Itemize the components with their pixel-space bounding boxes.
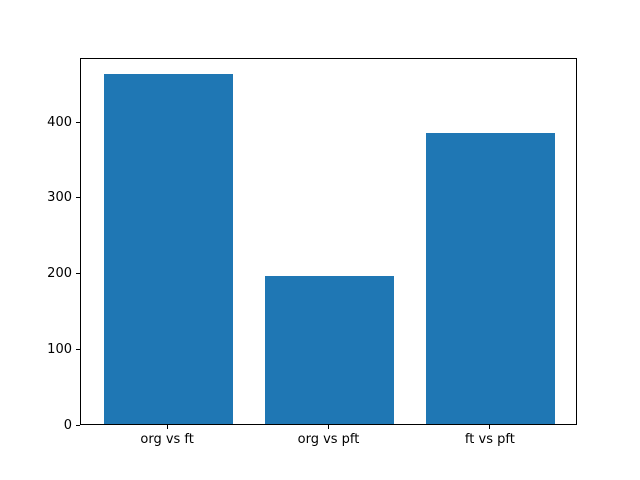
y-tick-mark: [76, 197, 80, 199]
bar-ft-vs-pft: [426, 132, 556, 424]
x-tick-label: ft vs pft: [464, 432, 515, 447]
bar-org-vs-ft: [103, 74, 233, 424]
x-tick-mark: [328, 425, 329, 429]
y-tick-label: 0: [63, 417, 72, 433]
y-tick-mark: [76, 273, 80, 275]
y-tick-label: 200: [47, 266, 72, 282]
y-tick-label: 100: [47, 341, 72, 357]
y-tick-mark: [76, 121, 80, 123]
y-tick-label: 300: [47, 190, 72, 206]
x-tick-mark: [489, 425, 491, 429]
bar-org-vs-pft: [264, 275, 395, 424]
y-tick-mark: [76, 348, 80, 350]
x-tick-label: org vs ft: [140, 432, 194, 447]
x-tick-mark: [166, 425, 168, 429]
y-tick-label: 400: [47, 114, 72, 130]
plot-area: [80, 58, 577, 425]
y-tick-mark: [76, 424, 80, 426]
x-tick-label: org vs pft: [297, 432, 360, 447]
